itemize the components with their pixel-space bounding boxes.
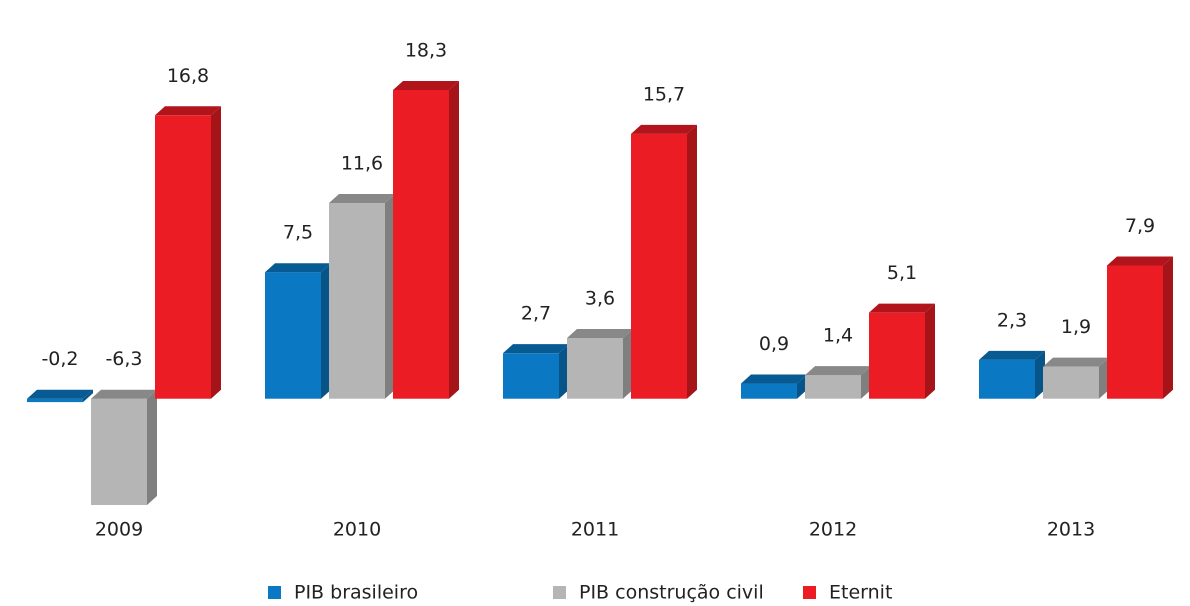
- legend-swatch: [803, 586, 816, 599]
- bar-top: [567, 328, 633, 338]
- bar-top: [1107, 256, 1173, 266]
- bar-front: [1107, 265, 1163, 399]
- bar-side: [925, 303, 935, 399]
- bar-side: [449, 81, 459, 399]
- bar-top: [155, 106, 221, 116]
- bar: [265, 263, 331, 399]
- bar: [393, 81, 459, 399]
- data-label: 3,6: [585, 287, 615, 309]
- bar-front: [1043, 366, 1099, 399]
- bar-front: [265, 272, 321, 399]
- x-tick-label: 2009: [95, 519, 143, 541]
- data-label: 11,6: [341, 153, 383, 175]
- bar-side: [861, 366, 871, 399]
- legend-label: Eternit: [829, 582, 892, 604]
- x-tick-label: 2013: [1047, 519, 1095, 541]
- bar-side: [687, 124, 697, 399]
- data-label: -0,2: [41, 348, 78, 370]
- bar-top: [503, 344, 569, 354]
- bar-front: [805, 375, 861, 399]
- data-label: 16,8: [167, 65, 209, 87]
- bar-front: [567, 337, 623, 399]
- bar: [503, 344, 569, 399]
- data-label: 7,9: [1125, 215, 1155, 237]
- bar: [91, 389, 157, 505]
- bar: [631, 124, 697, 399]
- bar-side: [211, 106, 221, 399]
- data-label: 7,5: [283, 222, 313, 244]
- bar: [741, 374, 807, 399]
- bar-top: [979, 350, 1045, 360]
- bar-side: [559, 344, 569, 399]
- data-label: 1,9: [1061, 316, 1091, 338]
- bar: [1043, 357, 1109, 399]
- data-label: 2,7: [521, 303, 551, 325]
- bar: [567, 328, 633, 399]
- bar-side: [797, 374, 807, 399]
- bar-front: [91, 398, 147, 505]
- bar: [869, 303, 935, 399]
- bar-side: [1035, 350, 1045, 399]
- legend-swatch: [268, 586, 281, 599]
- data-label: 5,1: [887, 262, 917, 284]
- bar-top: [329, 194, 395, 204]
- bar-front: [393, 90, 449, 399]
- bar-side: [83, 389, 93, 403]
- data-label: 0,9: [759, 333, 789, 355]
- bar-side: [385, 194, 395, 399]
- bar-front: [27, 398, 83, 403]
- bar-top: [91, 389, 157, 399]
- legend-swatch: [553, 586, 566, 599]
- bar: [155, 106, 221, 399]
- legend-label: PIB construção civil: [579, 582, 764, 604]
- bar: [27, 389, 93, 403]
- bar-front: [631, 133, 687, 399]
- bar: [805, 366, 871, 399]
- bar-front: [503, 353, 559, 399]
- data-label: 1,4: [823, 325, 853, 347]
- x-tick-label: 2010: [333, 519, 381, 541]
- bar-side: [1099, 357, 1109, 399]
- bar: [1107, 256, 1173, 399]
- bar-top: [631, 124, 697, 134]
- bar-top: [805, 366, 871, 376]
- bar-side: [623, 328, 633, 399]
- bar-front: [741, 383, 797, 399]
- bar-front: [155, 115, 211, 399]
- bar-top: [265, 263, 331, 273]
- data-label: 18,3: [405, 40, 447, 62]
- data-label: 2,3: [997, 309, 1027, 331]
- bar: [979, 350, 1045, 399]
- bar-top: [741, 374, 807, 384]
- data-label: -6,3: [105, 348, 142, 370]
- bar-top: [1043, 357, 1109, 367]
- x-tick-label: 2011: [571, 519, 619, 541]
- bar-top: [27, 389, 93, 399]
- data-label: 15,7: [643, 83, 685, 105]
- bar-front: [869, 312, 925, 399]
- x-tick-label: 2012: [809, 519, 857, 541]
- bar-front: [979, 359, 1035, 399]
- bar-front: [329, 203, 385, 399]
- bar: [329, 194, 395, 399]
- bar-top: [393, 81, 459, 90]
- legend-label: PIB brasileiro: [294, 582, 418, 604]
- bar-side: [1163, 256, 1173, 399]
- bar-top: [869, 303, 935, 313]
- bar-side: [147, 389, 157, 505]
- bar-side: [321, 263, 331, 399]
